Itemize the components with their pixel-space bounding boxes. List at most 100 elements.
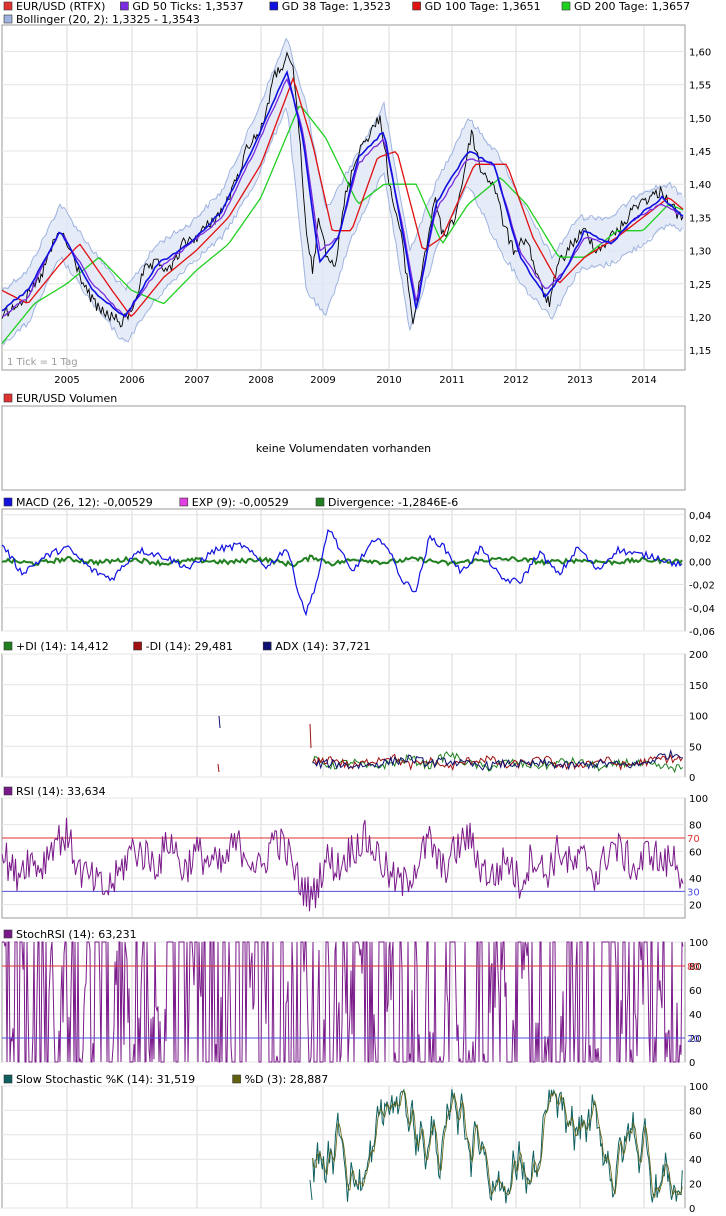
- panel-0-y-tick-7: 1,25: [689, 280, 711, 291]
- panel-4-y-tick-4: 20: [689, 901, 702, 912]
- minus-di-2008-mark: [309, 723, 312, 749]
- rsi-ref-label-30: 30: [687, 887, 700, 898]
- x-tick-2011: 2011: [439, 375, 464, 386]
- panel-6-legend-swatch-1: [232, 1074, 241, 1084]
- panel-3-y-tick-2: 100: [689, 712, 708, 723]
- panel-0-y-tick-5: 1,35: [689, 213, 711, 224]
- series-slow-d: [312, 1090, 683, 1198]
- panel-0-y-tick-9: 1,15: [689, 346, 711, 357]
- panel-6-y-tick-0: 100: [689, 1082, 708, 1093]
- panel-3-legend-label-1: -DI (14): 29,481: [146, 640, 233, 653]
- panel-0-legend-label-2: GD 38 Tage: 1,3523: [282, 0, 391, 13]
- panel-0-y-tick-6: 1,30: [689, 247, 711, 258]
- panel-3-legend-label-0: +DI (14): 14,412: [16, 640, 109, 653]
- series-macd: [1, 529, 683, 617]
- panel-0-legend-label-1: GD 50 Ticks: 1,3537: [132, 0, 243, 13]
- panel-3-legend-swatch-0: [3, 641, 13, 651]
- panel-5-y-tick-5: 0: [689, 1058, 695, 1069]
- series-stochrsi: [2, 941, 684, 1063]
- panel-2-y-tick-1: 0,02: [689, 534, 711, 545]
- x-tick-2005: 2005: [54, 375, 79, 386]
- panel-2-y-tick-4: -0,04: [689, 604, 715, 615]
- panel-6-y-tick-4: 20: [689, 1180, 702, 1191]
- panel-6-y-tick-1: 80: [689, 1106, 702, 1117]
- x-tick-2010: 2010: [376, 375, 401, 386]
- panel-1-legend-swatch-0: [3, 393, 13, 403]
- panel-2-y-tick-2: 0,00: [689, 557, 711, 568]
- panel-4-legend-label-0: RSI (14): 33,634: [16, 785, 106, 798]
- slow-k-early-mark: [309, 1179, 313, 1201]
- panel-0-legend-swatch-1: [120, 1, 129, 11]
- panel-0-legend-swatch-3: [412, 1, 421, 11]
- panel-3-y-tick-4: 0: [689, 773, 695, 784]
- series-gd200: [1, 105, 684, 344]
- adx-early-mark: [218, 715, 221, 729]
- panel-6-y-tick-5: 0: [689, 1204, 695, 1215]
- panel-0-y-tick-3: 1,45: [689, 147, 711, 158]
- panel-5-legend-label-0: StochRSI (14): 63,231: [16, 928, 137, 941]
- series-bollinger_upper: [1, 37, 683, 292]
- panel-0-y-tick-2: 1,50: [689, 114, 711, 125]
- series-gd100: [1, 77, 684, 318]
- panel-5-y-tick-3: 40: [689, 1010, 702, 1021]
- panel-4-legend-swatch-0: [3, 786, 13, 796]
- x-tick-2013: 2013: [567, 375, 592, 386]
- panel-0-legend-label-0: EUR/USD (RTFX): [16, 0, 105, 13]
- panel-6-legend-label-0: Slow Stochastic %K (14): 31,519: [16, 1073, 195, 1086]
- panel-2-y-tick-3: -0,02: [689, 581, 715, 592]
- panel-2-legend-label-2: Divergence: -1,2846E-6: [328, 496, 458, 509]
- rsi-ref-label-70: 70: [687, 834, 700, 845]
- minus-di-early-mark: [217, 763, 220, 773]
- panel-3-y-tick-0: 200: [689, 650, 708, 661]
- x-tick-2006: 2006: [119, 375, 144, 386]
- panel-2-legend-swatch-1: [179, 497, 189, 507]
- panel-3-y-tick-3: 50: [689, 742, 702, 753]
- panel-1-legend-label-0: EUR/USD Volumen: [16, 392, 117, 405]
- panel-5-y-tick-1: 80: [689, 962, 702, 973]
- panel-5-y-tick-2: 60: [689, 986, 702, 997]
- no-volume-message: keine Volumendaten vorhanden: [256, 442, 431, 455]
- tick-note: 1 Tick = 1 Tag: [7, 357, 78, 368]
- panel-4-y-tick-3: 40: [689, 874, 702, 885]
- panel-0-legend-swatch-2: [269, 1, 279, 11]
- stochrsi-ref-label-20: 20: [687, 1034, 700, 1045]
- panel-3-legend-label-2: ADX (14): 37,721: [275, 640, 370, 653]
- panel-frame-2: [1, 508, 686, 632]
- series-bollinger_lower: [1, 106, 683, 346]
- x-tick-2008: 2008: [248, 375, 273, 386]
- panel-5-y-tick-4: 20: [689, 1034, 702, 1045]
- panel-0-legend-swatch-5: [3, 14, 13, 24]
- stochrsi-ref-label-80: 80: [687, 962, 700, 973]
- panel-2-legend-swatch-0: [3, 497, 13, 507]
- panel-frame-6: [1, 1085, 686, 1209]
- series-rsi: [1, 817, 684, 912]
- panel-0-y-tick-1: 1,55: [689, 81, 711, 92]
- series-adx: [312, 748, 683, 771]
- panel-2-y-tick-0: 0,04: [689, 511, 711, 522]
- panel-0-legend-label-5: Bollinger (20, 2): 1,3325 - 1,3543: [16, 13, 200, 26]
- panel-0-y-tick-0: 1,60: [689, 48, 711, 59]
- panel-3-legend-swatch-1: [133, 641, 142, 651]
- panel-frame-1: [1, 405, 686, 491]
- series-gd38: [1, 69, 684, 318]
- x-tick-2012: 2012: [503, 375, 528, 386]
- panel-2-legend-label-1: EXP (9): -0,00529: [192, 496, 289, 509]
- panel-6-legend-label-1: %D (3): 28,887: [245, 1073, 329, 1086]
- panel-0-y-tick-4: 1,40: [689, 180, 711, 191]
- x-tick-2009: 2009: [310, 375, 335, 386]
- series-price: [1, 51, 684, 328]
- panel-3-y-tick-1: 150: [689, 681, 708, 692]
- bollinger-band-area: [2, 38, 685, 344]
- panel-5-y-tick-0: 100: [689, 938, 708, 949]
- panel-4-y-tick-2: 60: [689, 847, 702, 858]
- x-tick-2007: 2007: [184, 375, 209, 386]
- panel-2-legend-label-0: MACD (26, 12): -0,00529: [16, 496, 153, 509]
- panel-3-legend-swatch-2: [262, 641, 272, 651]
- panel-6-y-tick-3: 40: [689, 1155, 702, 1166]
- x-tick-2014: 2014: [631, 375, 656, 386]
- panel-0-legend-label-3: GD 100 Tage: 1,3651: [425, 0, 541, 13]
- panel-2-legend-swatch-2: [315, 497, 325, 507]
- panel-0-legend-swatch-0: [3, 1, 13, 11]
- panel-5-legend-swatch-0: [3, 929, 13, 939]
- panel-4-y-tick-0: 100: [689, 794, 708, 805]
